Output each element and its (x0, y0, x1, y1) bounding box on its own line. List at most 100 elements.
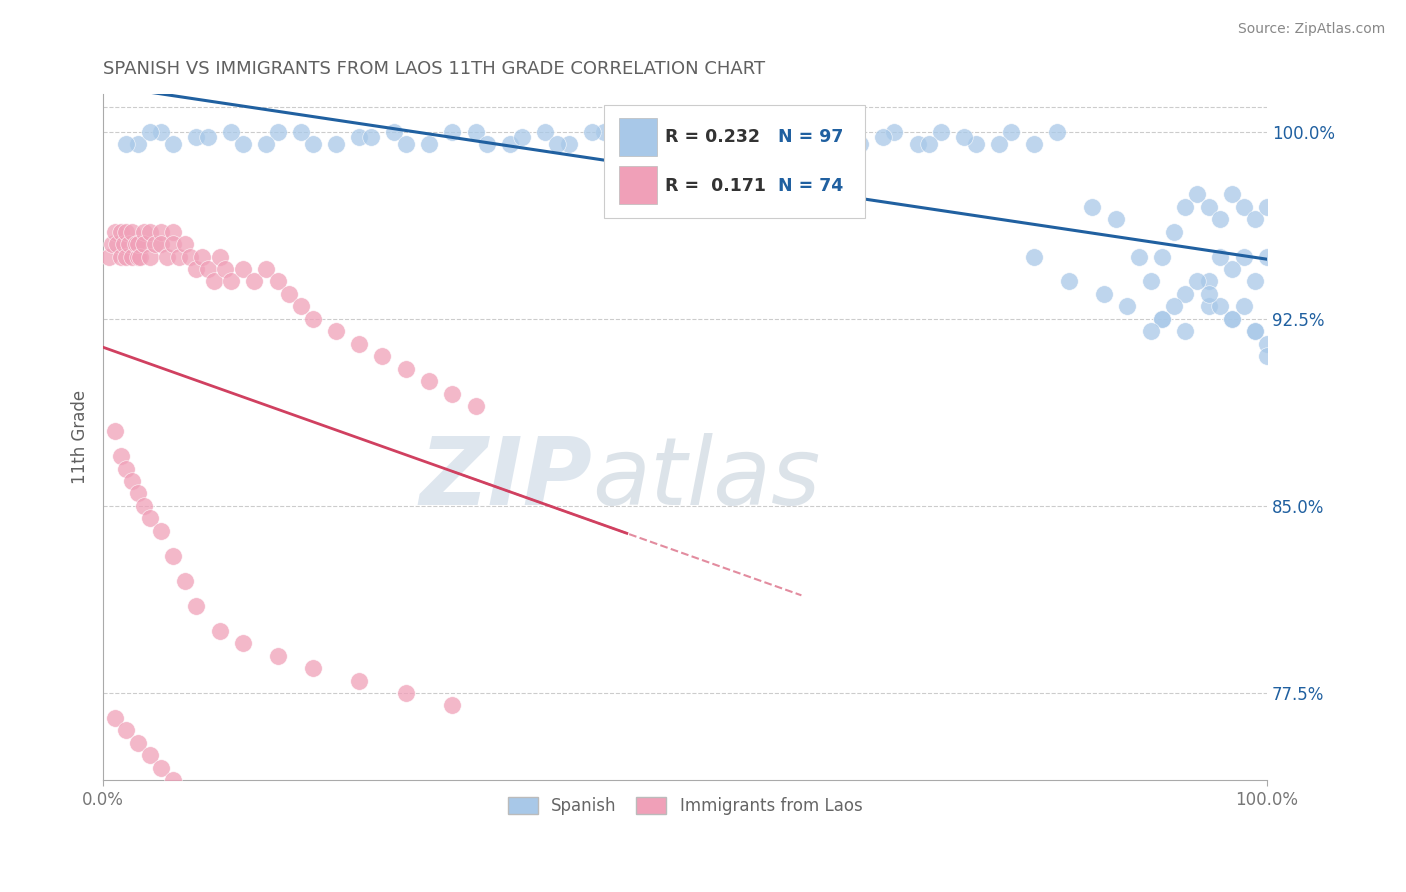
Point (243, 275, 266, 289)
Point (278, 287, 301, 301)
Point (627, 137, 650, 152)
Point (1209, 250, 1232, 264)
Point (110, 449, 132, 463)
Point (755, 125, 778, 139)
Point (1046, 125, 1069, 139)
Point (766, 137, 789, 152)
Point (418, 137, 440, 152)
Point (371, 349, 394, 363)
Point (232, 636, 254, 650)
FancyBboxPatch shape (603, 104, 866, 218)
Point (557, 137, 579, 152)
Point (1174, 200, 1197, 214)
Point (801, 129, 824, 144)
Point (145, 237, 167, 252)
Point (651, 125, 673, 139)
Point (105, 237, 128, 252)
Point (1244, 324, 1267, 338)
Point (1220, 262, 1243, 277)
Point (499, 137, 522, 152)
Point (581, 125, 603, 139)
Point (232, 262, 254, 277)
Point (1152, 312, 1174, 326)
Point (254, 262, 277, 277)
Point (1220, 312, 1243, 326)
Point (112, 237, 135, 252)
Point (208, 250, 231, 264)
Point (232, 137, 254, 152)
Point (1174, 324, 1197, 338)
Point (1163, 300, 1185, 314)
Point (1174, 287, 1197, 301)
Point (186, 599, 208, 613)
Point (720, 129, 742, 144)
Text: R = 0.232: R = 0.232 (665, 128, 761, 146)
Point (132, 225, 155, 239)
Point (907, 137, 929, 152)
Point (616, 137, 638, 152)
Point (162, 225, 184, 239)
Text: Source: ZipAtlas.com: Source: ZipAtlas.com (1237, 22, 1385, 37)
Point (709, 125, 731, 139)
Point (418, 374, 440, 388)
Point (214, 262, 236, 277)
Point (115, 250, 138, 264)
Point (115, 461, 138, 475)
Point (872, 129, 894, 144)
Point (534, 125, 557, 139)
Y-axis label: 11th Grade: 11th Grade (72, 391, 89, 484)
Point (138, 511, 160, 525)
Point (132, 237, 155, 252)
Point (1128, 250, 1150, 264)
Point (202, 275, 225, 289)
Point (197, 129, 219, 144)
Point (929, 125, 952, 139)
Point (186, 262, 208, 277)
Point (965, 137, 987, 152)
Point (347, 336, 370, 351)
Point (290, 300, 312, 314)
Point (138, 225, 160, 239)
Point (115, 137, 138, 152)
Point (115, 225, 138, 239)
Point (1139, 275, 1161, 289)
Point (110, 225, 132, 239)
Point (464, 125, 486, 139)
Point (115, 723, 138, 738)
Point (395, 137, 418, 152)
Point (138, 250, 160, 264)
Point (138, 125, 160, 139)
Legend: Spanish, Immigrants from Laos: Spanish, Immigrants from Laos (499, 789, 870, 823)
Point (825, 125, 848, 139)
Point (104, 225, 127, 239)
Point (208, 624, 231, 638)
Point (118, 237, 141, 252)
Point (162, 137, 184, 152)
FancyBboxPatch shape (619, 119, 657, 156)
Point (325, 324, 347, 338)
Point (441, 386, 464, 401)
Point (790, 137, 813, 152)
Point (475, 137, 498, 152)
Point (1185, 275, 1208, 289)
Point (219, 125, 242, 139)
Point (162, 773, 184, 788)
Point (685, 137, 707, 152)
Point (1220, 312, 1243, 326)
Point (162, 549, 184, 563)
Point (301, 661, 323, 675)
Point (382, 125, 405, 139)
Point (510, 129, 533, 144)
Point (1081, 200, 1104, 214)
Point (1000, 125, 1022, 139)
Point (127, 486, 149, 500)
Point (138, 748, 160, 763)
Point (1163, 225, 1185, 239)
Point (1092, 287, 1115, 301)
Point (173, 574, 195, 588)
Point (1185, 187, 1208, 202)
Point (219, 275, 242, 289)
Text: SPANISH VS IMMIGRANTS FROM LAOS 11TH GRADE CORRELATION CHART: SPANISH VS IMMIGRANTS FROM LAOS 11TH GRA… (103, 60, 765, 78)
Text: ZIP: ZIP (419, 433, 592, 524)
Point (1209, 212, 1232, 227)
